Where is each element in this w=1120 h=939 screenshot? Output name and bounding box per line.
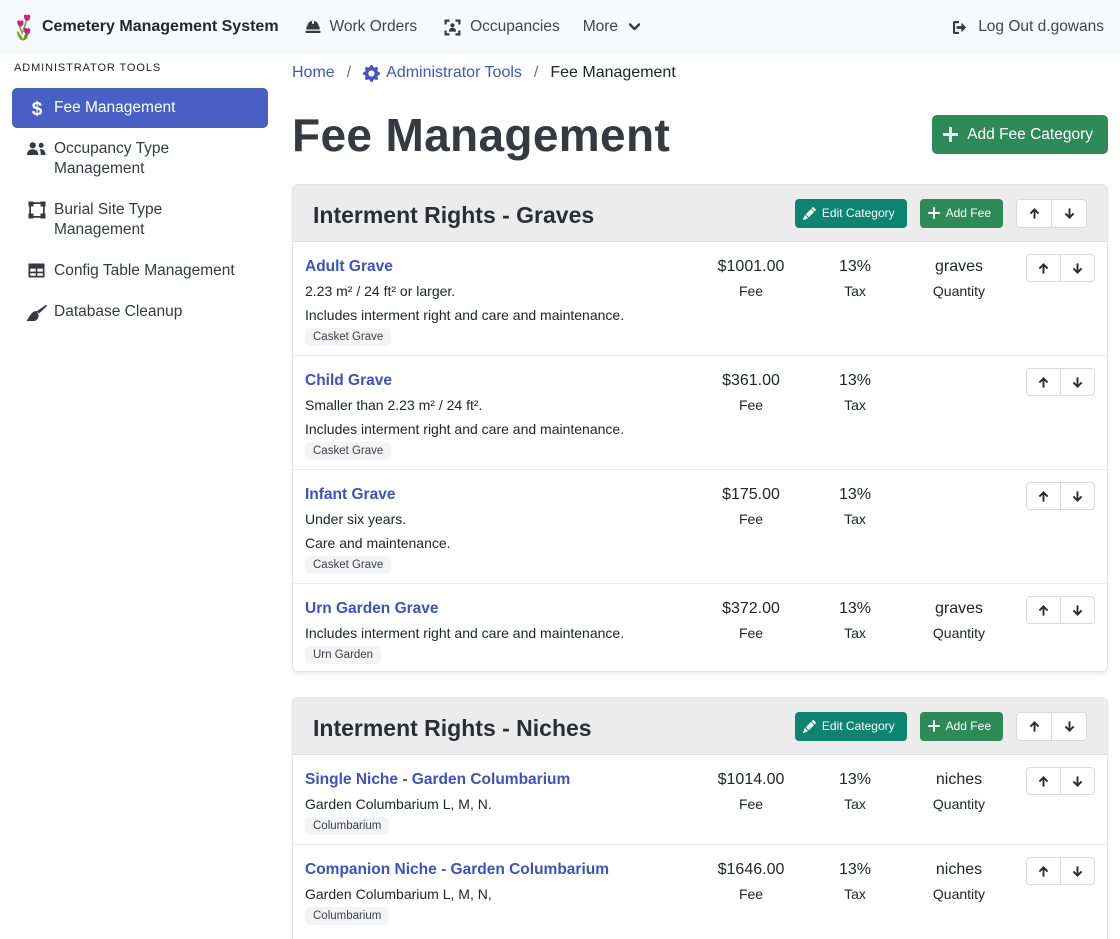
svg-text:$: $ [31, 99, 42, 118]
